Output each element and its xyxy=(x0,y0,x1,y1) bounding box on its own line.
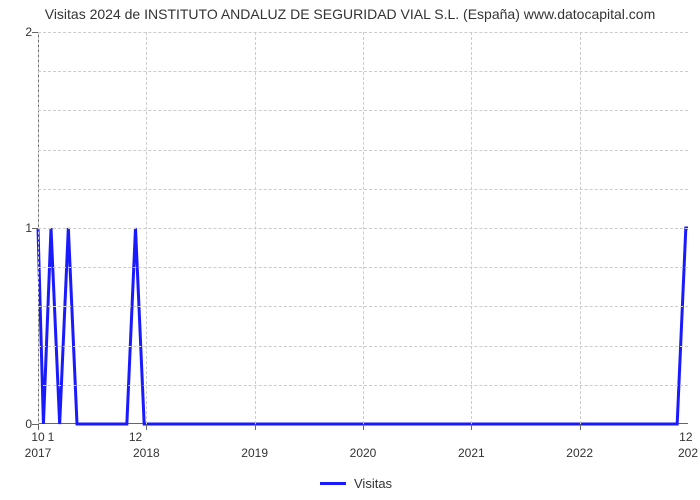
x-tick-mark xyxy=(255,424,256,430)
x-tick-label: 2019 xyxy=(241,446,268,460)
grid-line-v xyxy=(146,32,147,424)
legend: Visitas xyxy=(320,476,392,491)
x-tick-mark xyxy=(146,424,147,430)
grid-line-v xyxy=(38,32,39,424)
x-tick-mark xyxy=(471,424,472,430)
y-tick-label: 0 xyxy=(10,417,32,431)
legend-label: Visitas xyxy=(354,476,392,491)
secondary-x-label: 12 xyxy=(129,430,142,444)
secondary-x-label: 12 xyxy=(679,430,692,444)
secondary-x-label: 1 xyxy=(48,430,55,444)
x-tick-label-edge: 202 xyxy=(678,446,698,460)
x-tick-label: 2021 xyxy=(458,446,485,460)
visits-chart: Visitas 2024 de INSTITUTO ANDALUZ DE SEG… xyxy=(0,0,700,500)
legend-swatch xyxy=(320,482,346,485)
chart-title: Visitas 2024 de INSTITUTO ANDALUZ DE SEG… xyxy=(0,6,700,22)
x-tick-mark xyxy=(580,424,581,430)
x-tick-label: 2017 xyxy=(25,446,52,460)
grid-line-v xyxy=(255,32,256,424)
grid-line-v xyxy=(580,32,581,424)
grid-line-v xyxy=(363,32,364,424)
x-tick-label: 2018 xyxy=(133,446,160,460)
plot-area xyxy=(38,32,688,424)
x-tick-mark xyxy=(363,424,364,430)
grid-line-v xyxy=(471,32,472,424)
x-tick-label: 2020 xyxy=(350,446,377,460)
secondary-x-label: 10 xyxy=(31,430,44,444)
y-tick-label: 1 xyxy=(10,221,32,235)
x-tick-label: 2022 xyxy=(566,446,593,460)
y-tick-label: 2 xyxy=(10,25,32,39)
